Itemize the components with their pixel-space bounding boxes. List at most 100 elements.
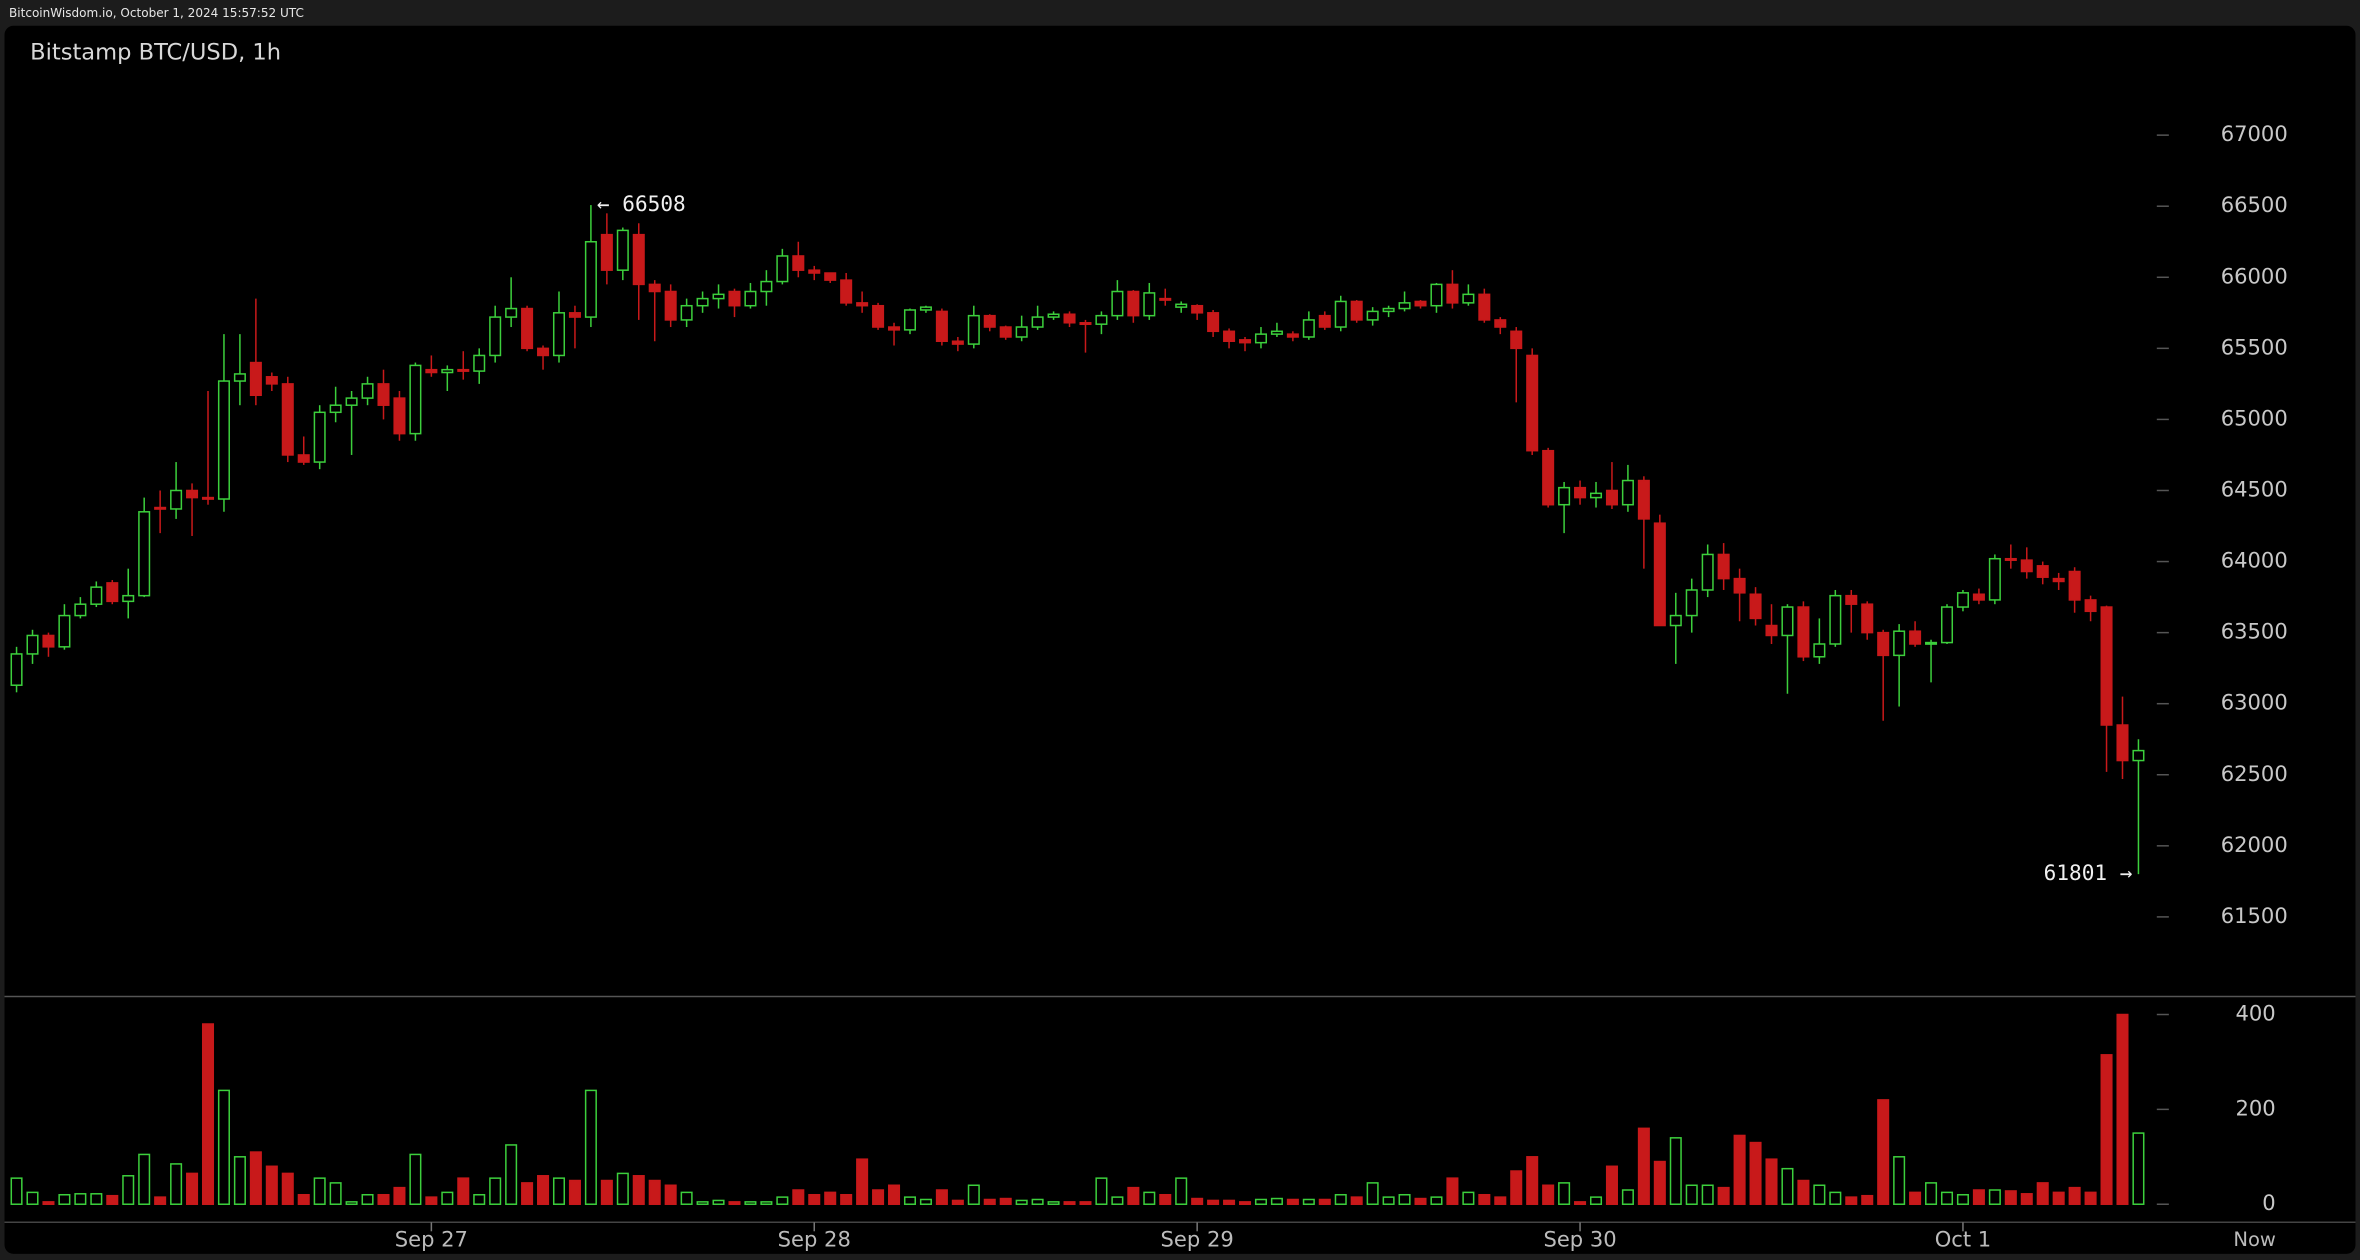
volume-bar: [1605, 1165, 1618, 1205]
volume-bar: [680, 1191, 693, 1205]
volume-bar: [951, 1199, 964, 1205]
volume-bar: [712, 1199, 725, 1205]
volume-bar: [10, 1177, 23, 1205]
candle-body: [505, 307, 518, 318]
candle-body: [2068, 570, 2081, 601]
volume-bar: [1079, 1201, 1092, 1205]
candle-body: [967, 314, 980, 345]
volume-bar: [106, 1194, 119, 1205]
candle-body: [903, 309, 917, 331]
volume-bar: [1925, 1182, 1938, 1205]
volume-bar: [2132, 1132, 2145, 1205]
y-tick-label: 67000: [2221, 121, 2288, 146]
candle-body: [42, 634, 55, 648]
volume-bar: [249, 1151, 262, 1205]
candle-body: [425, 368, 438, 374]
candle-body: [1829, 594, 1842, 645]
candle-body: [1366, 310, 1379, 321]
volume-bar: [792, 1189, 805, 1205]
candle-body: [808, 269, 821, 274]
volume-bar: [1047, 1201, 1060, 1205]
candle-body: [1781, 606, 1794, 637]
volume-bar: [1207, 1199, 1220, 1205]
volume-bar: [888, 1184, 901, 1205]
candle-body: [1223, 330, 1236, 342]
candle-body: [1302, 319, 1315, 338]
volume-bar: [2068, 1186, 2081, 1205]
candle-body: [1286, 333, 1299, 338]
volume-bar: [1956, 1193, 1969, 1205]
candle-body: [201, 496, 215, 500]
y-tick-label: 64500: [2221, 476, 2288, 501]
candle-body: [313, 411, 326, 463]
volume-bar: [1286, 1198, 1299, 1205]
volume-bar: [1733, 1134, 1746, 1205]
volume-tick-label: 400: [2236, 1001, 2276, 1026]
volume-bar: [233, 1156, 246, 1205]
candle-body: [600, 233, 613, 271]
volume-bar: [1095, 1177, 1108, 1205]
candle-body: [1717, 553, 1730, 580]
volume-bar: [568, 1179, 581, 1205]
volume-bar: [265, 1165, 278, 1205]
volume-bar: [122, 1175, 135, 1205]
candle-body: [568, 312, 581, 318]
volume-bar: [1558, 1182, 1571, 1205]
volume-bar: [154, 1196, 167, 1205]
candle-body: [1430, 283, 1443, 307]
candle-body: [249, 361, 262, 397]
candle-body: [1637, 479, 1650, 520]
candle-body: [1909, 630, 1922, 645]
volume-bar: [1478, 1193, 1491, 1205]
volume-bar: [600, 1179, 613, 1205]
candle-body: [154, 506, 167, 510]
candle-body: [1653, 522, 1666, 627]
volume-bar: [760, 1201, 773, 1205]
candle-body: [2004, 557, 2017, 561]
candle-body: [1111, 290, 1124, 317]
candle-body: [377, 383, 390, 406]
volume-bar: [1494, 1196, 1507, 1205]
candle-body: [1478, 293, 1491, 321]
candle-body: [1031, 316, 1044, 328]
volume-bar: [632, 1175, 645, 1205]
volume-bar: [1366, 1182, 1379, 1205]
volume-bar: [186, 1172, 199, 1205]
candle-body: [1191, 304, 1204, 314]
volume-bar: [1382, 1196, 1395, 1205]
candle-body: [792, 255, 805, 271]
volume-bar: [1446, 1177, 1459, 1205]
candle-body: [616, 229, 629, 271]
x-tick-label: Sep 27: [395, 1226, 468, 1251]
volume-bar: [297, 1193, 310, 1205]
volume-bar: [744, 1201, 757, 1205]
candle-body: [2020, 559, 2033, 573]
volume-bar: [1302, 1198, 1315, 1205]
volume-bar: [584, 1089, 597, 1205]
candle-body: [537, 347, 550, 357]
candle-body: [170, 489, 183, 510]
candle-body: [1605, 489, 1618, 506]
candle-body: [1701, 553, 1714, 591]
volume-bar: [1861, 1194, 1874, 1205]
volume-bar: [1414, 1197, 1427, 1205]
candle-body: [74, 603, 87, 617]
candle-body: [186, 489, 199, 499]
volume-bar: [201, 1023, 215, 1205]
volume-bar: [1685, 1184, 1698, 1205]
candle-body: [1015, 326, 1028, 338]
candle-body: [297, 454, 310, 463]
volume-bar: [521, 1182, 534, 1205]
y-tick-label: 62000: [2221, 832, 2288, 857]
volume-bar: [457, 1177, 470, 1205]
candle-body: [1956, 592, 1969, 608]
volume-bar: [1334, 1193, 1347, 1205]
volume-bar: [1765, 1158, 1778, 1205]
volume-tick-label: 0: [2262, 1190, 2275, 1215]
candle-body: [840, 279, 853, 304]
candle-body: [1877, 631, 1890, 657]
volume-bar: [1254, 1198, 1267, 1205]
candle-body: [1047, 313, 1060, 318]
volume-bar: [1510, 1170, 1523, 1205]
y-tick-label: 63000: [2221, 690, 2288, 715]
